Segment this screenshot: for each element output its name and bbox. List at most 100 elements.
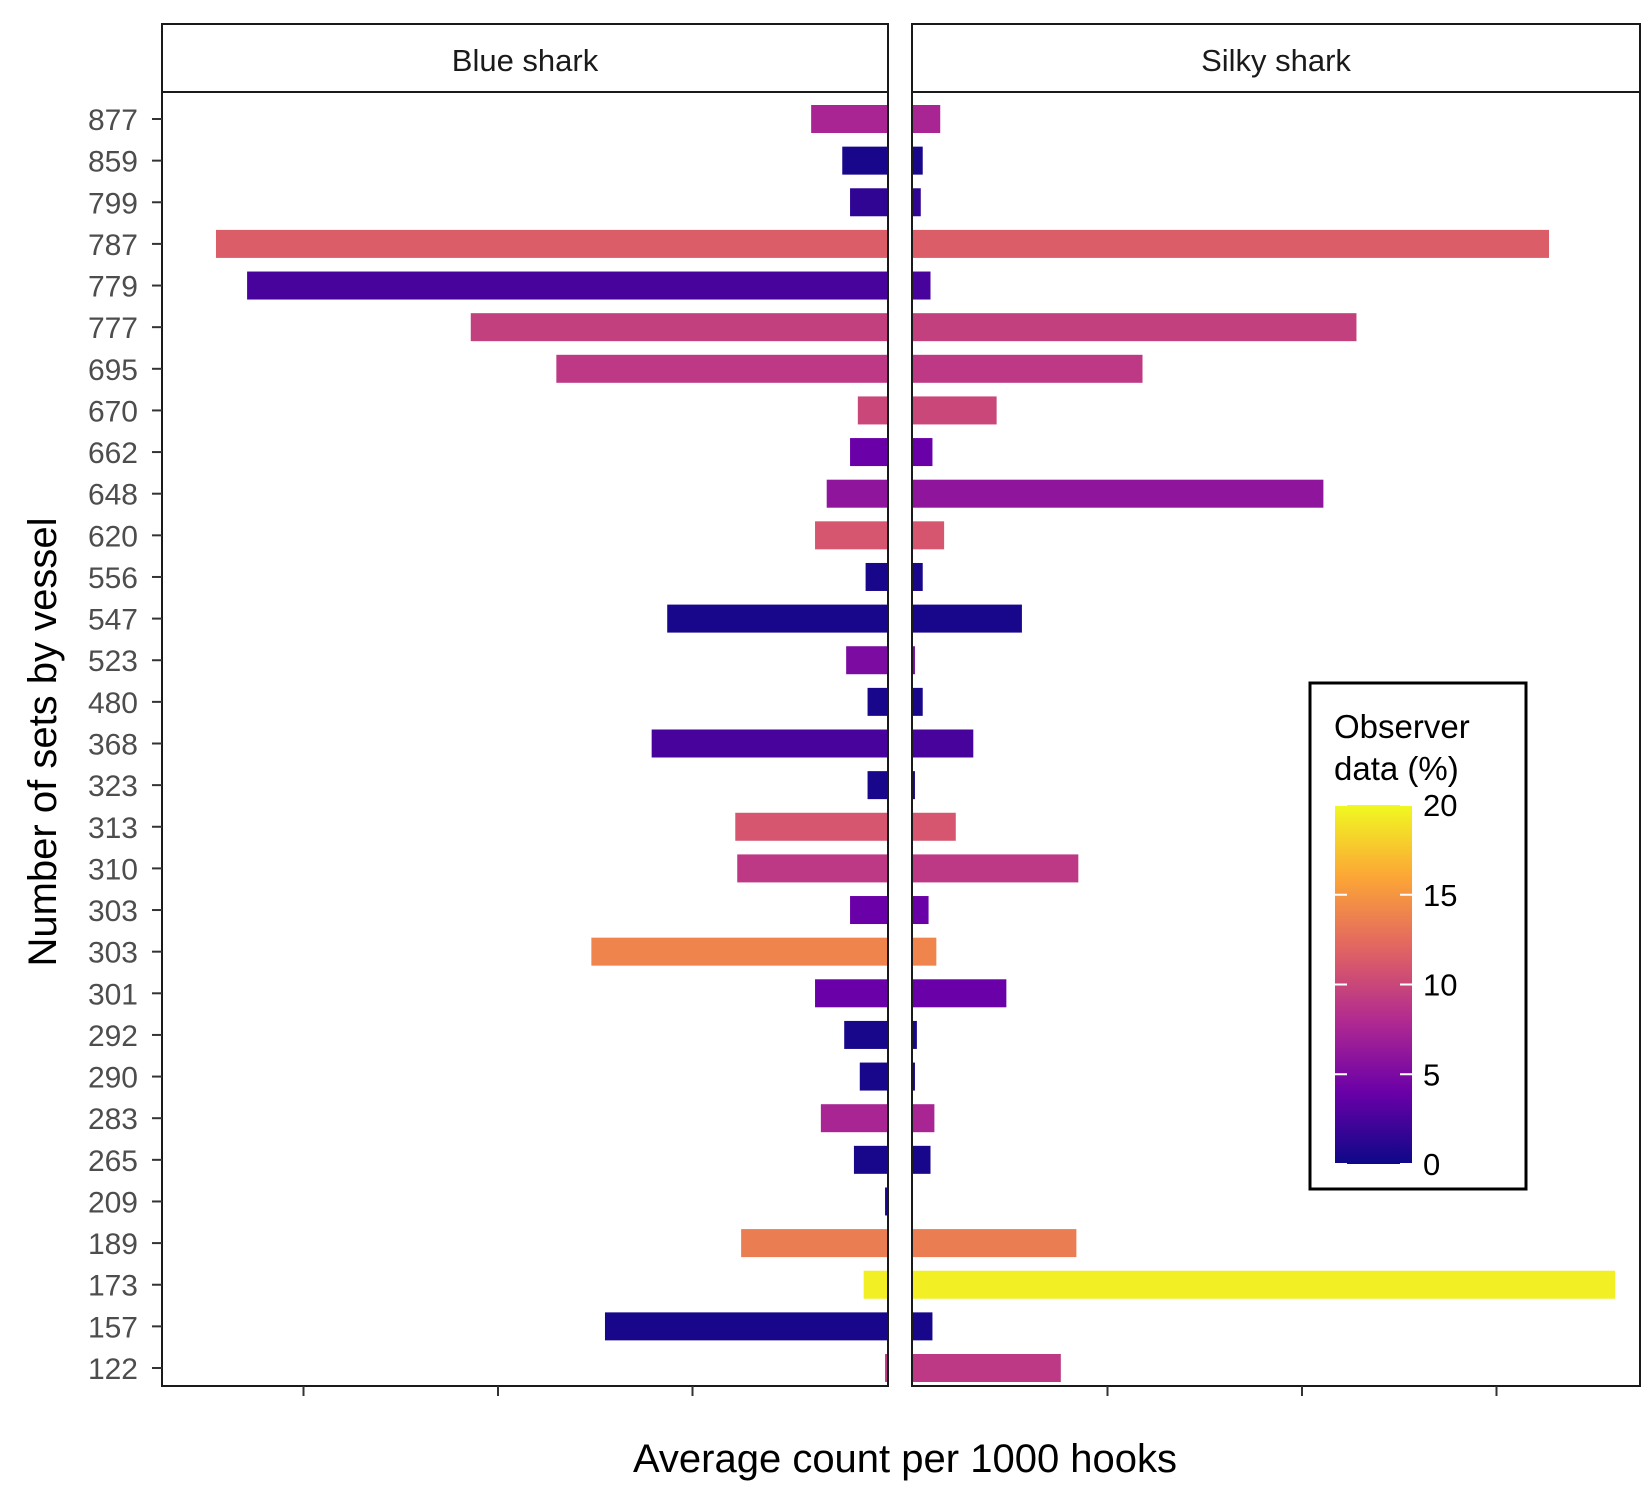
legend-title: Observer bbox=[1334, 708, 1470, 745]
bar bbox=[913, 521, 945, 550]
legend-tick-label: 20 bbox=[1423, 788, 1457, 823]
bar bbox=[913, 146, 923, 175]
y-tick-label: 777 bbox=[88, 312, 138, 345]
bar bbox=[913, 1145, 931, 1174]
bar bbox=[913, 1354, 1061, 1382]
bar bbox=[913, 105, 941, 133]
bar bbox=[913, 1062, 915, 1091]
bar bbox=[842, 146, 887, 175]
y-tick-label: 283 bbox=[88, 1103, 138, 1136]
bar bbox=[913, 313, 1357, 342]
bar bbox=[913, 729, 974, 758]
bar bbox=[215, 229, 888, 258]
y-tick-label: 877 bbox=[88, 104, 138, 137]
bar bbox=[735, 812, 887, 841]
y-tick-label: 620 bbox=[88, 520, 138, 553]
bar bbox=[470, 313, 887, 342]
y-tick-label: 695 bbox=[88, 354, 138, 387]
y-tick-label: 368 bbox=[88, 729, 138, 762]
bar bbox=[913, 1020, 917, 1049]
bar bbox=[247, 271, 888, 300]
x-axis-title: Average count per 1000 hooks bbox=[633, 1437, 1177, 1481]
y-tick-label: 292 bbox=[88, 1020, 138, 1053]
bar bbox=[865, 562, 887, 591]
legend-tick-label: 0 bbox=[1423, 1147, 1440, 1182]
y-tick-label: 265 bbox=[88, 1145, 138, 1178]
bar bbox=[815, 979, 887, 1008]
bar bbox=[867, 687, 887, 716]
bar bbox=[863, 1270, 887, 1299]
bar bbox=[820, 1104, 887, 1133]
bar bbox=[913, 396, 997, 425]
y-tick-label: 313 bbox=[88, 812, 138, 845]
y-tick-label: 310 bbox=[88, 853, 138, 886]
bar bbox=[913, 229, 1550, 258]
y-tick-label: 547 bbox=[88, 604, 138, 637]
legend-tick-label: 5 bbox=[1423, 1057, 1440, 1092]
facet-label: Silky shark bbox=[1201, 43, 1351, 78]
bar bbox=[913, 188, 921, 217]
facet-strip bbox=[911, 23, 1641, 93]
y-tick-label: 173 bbox=[88, 1270, 138, 1303]
bar bbox=[737, 854, 887, 883]
bar bbox=[913, 1104, 935, 1133]
bar bbox=[913, 604, 1022, 633]
bar bbox=[913, 479, 1324, 508]
bar bbox=[604, 1312, 887, 1341]
y-tick-label: 323 bbox=[88, 770, 138, 803]
bar bbox=[857, 396, 887, 425]
bar bbox=[667, 604, 887, 633]
bar bbox=[885, 1354, 887, 1382]
panels: Blue shark Silky shark bbox=[161, 23, 1641, 1396]
panel-border bbox=[161, 91, 889, 1387]
bar bbox=[913, 646, 915, 675]
bar bbox=[913, 937, 937, 966]
bar bbox=[844, 1020, 887, 1049]
panel-blue-shark: Blue shark bbox=[161, 23, 889, 1396]
y-tick-label: 799 bbox=[88, 187, 138, 220]
bar bbox=[913, 271, 931, 300]
panel-silky-shark: Silky shark bbox=[911, 23, 1641, 1396]
bar bbox=[815, 521, 887, 550]
legend-title: data (%) bbox=[1334, 750, 1459, 787]
y-axis: 877 859 799 787 779 777 695 670 662 648 620 556 547 5… bbox=[88, 104, 162, 1386]
y-tick-label: 157 bbox=[88, 1311, 138, 1344]
bar bbox=[913, 854, 1079, 883]
y-tick-label: 787 bbox=[88, 229, 138, 262]
bar bbox=[913, 896, 929, 925]
bar bbox=[913, 1229, 1077, 1258]
bar bbox=[826, 479, 887, 508]
bar bbox=[846, 646, 887, 675]
y-tick-label: 662 bbox=[88, 437, 138, 470]
y-tick-label: 859 bbox=[88, 146, 138, 179]
bar bbox=[913, 687, 923, 716]
facet-label: Blue shark bbox=[452, 43, 599, 78]
bar bbox=[913, 562, 923, 591]
bar bbox=[859, 1062, 887, 1091]
y-tick-label: 303 bbox=[88, 937, 138, 970]
bar bbox=[913, 1270, 1616, 1299]
bar bbox=[913, 438, 933, 467]
bar bbox=[913, 771, 915, 800]
legend-tick-label: 10 bbox=[1423, 968, 1457, 1003]
bar bbox=[913, 354, 1143, 383]
y-tick-label: 556 bbox=[88, 562, 138, 595]
bar bbox=[853, 1145, 887, 1174]
bar bbox=[850, 188, 887, 217]
y-tick-label: 290 bbox=[88, 1062, 138, 1095]
y-tick-label: 301 bbox=[88, 978, 138, 1011]
bar bbox=[850, 438, 887, 467]
bar bbox=[556, 354, 887, 383]
facet-strip bbox=[161, 23, 889, 93]
legend: Observer data (%) 0 5 10 15 20 bbox=[1308, 681, 1528, 1191]
y-axis-title: Number of sets by vessel bbox=[21, 517, 65, 966]
bar bbox=[811, 105, 887, 133]
legend-colorbar bbox=[1335, 805, 1412, 1164]
y-tick-label: 122 bbox=[88, 1353, 138, 1386]
y-tick-label: 303 bbox=[88, 895, 138, 928]
bar bbox=[885, 1187, 887, 1216]
bar bbox=[591, 937, 887, 966]
legend-tick-label: 15 bbox=[1423, 878, 1457, 913]
panel-border bbox=[911, 91, 1641, 1387]
